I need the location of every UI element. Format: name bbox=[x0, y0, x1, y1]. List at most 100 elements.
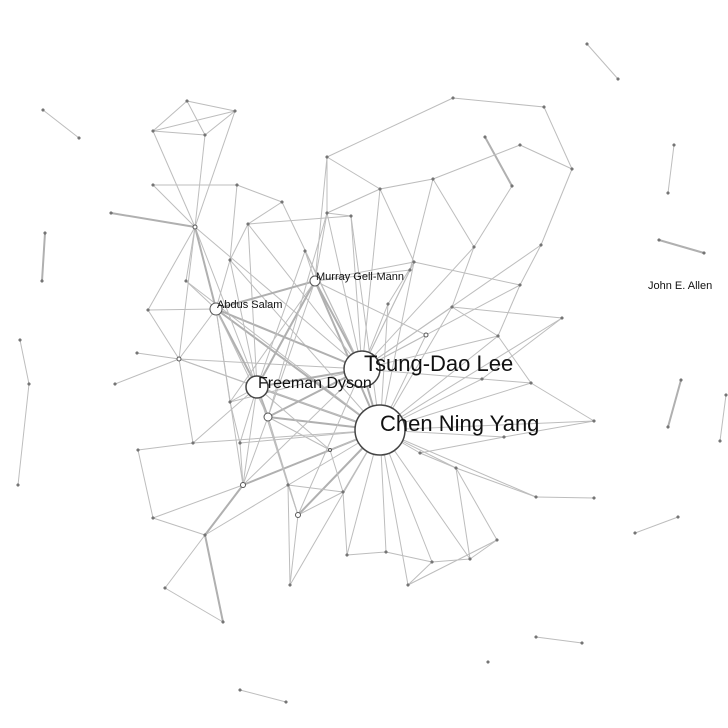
node-f4[interactable] bbox=[592, 496, 596, 500]
node-a4[interactable] bbox=[203, 133, 207, 137]
node-v1[interactable] bbox=[486, 660, 490, 664]
node-u1[interactable] bbox=[18, 338, 22, 342]
node-o2[interactable] bbox=[676, 515, 680, 519]
node-s1[interactable] bbox=[585, 42, 589, 46]
node-e1[interactable] bbox=[412, 260, 416, 264]
node-l2[interactable] bbox=[679, 378, 683, 382]
node-g1[interactable] bbox=[345, 553, 349, 557]
node-g2[interactable] bbox=[288, 583, 292, 587]
node-d7[interactable] bbox=[510, 184, 514, 188]
node-d6[interactable] bbox=[431, 177, 435, 181]
node-salam[interactable] bbox=[209, 302, 223, 316]
label-chen-ning-yang[interactable]: Chen Ning Yang bbox=[380, 411, 539, 436]
node-g7[interactable] bbox=[238, 441, 242, 445]
node-a1[interactable] bbox=[185, 99, 189, 103]
node-c5[interactable] bbox=[303, 249, 307, 253]
label-freeman-dyson[interactable]: Freeman Dyson bbox=[258, 375, 372, 392]
node-d2[interactable] bbox=[542, 105, 546, 109]
node-d4[interactable] bbox=[518, 143, 522, 147]
node-q1[interactable] bbox=[534, 635, 538, 639]
node-e8[interactable] bbox=[592, 419, 596, 423]
node-e7[interactable] bbox=[529, 381, 533, 385]
node-dyson[interactable] bbox=[245, 375, 269, 399]
node-a3[interactable] bbox=[151, 129, 155, 133]
node-f8[interactable] bbox=[495, 538, 499, 542]
node-g8[interactable] bbox=[163, 586, 167, 590]
node-f2[interactable] bbox=[454, 466, 458, 470]
node-c1[interactable] bbox=[378, 187, 382, 191]
node-gell[interactable] bbox=[309, 275, 321, 287]
node-g4[interactable] bbox=[151, 516, 155, 520]
node-h1[interactable] bbox=[263, 412, 273, 422]
node-p2[interactable] bbox=[284, 700, 288, 704]
node-t1[interactable] bbox=[672, 143, 676, 147]
node-c2[interactable] bbox=[325, 155, 329, 159]
node-h7[interactable] bbox=[328, 448, 332, 452]
node-h9[interactable] bbox=[113, 382, 117, 386]
node-e9[interactable] bbox=[502, 435, 506, 439]
node-i2[interactable] bbox=[228, 400, 232, 404]
node-e5[interactable] bbox=[560, 316, 564, 320]
node-e4[interactable] bbox=[496, 334, 500, 338]
node-chen[interactable] bbox=[354, 404, 406, 456]
node-h4[interactable] bbox=[176, 356, 182, 362]
node-k2[interactable] bbox=[702, 251, 706, 255]
node-c9[interactable] bbox=[184, 279, 188, 283]
node-h8[interactable] bbox=[135, 351, 139, 355]
node-n1[interactable] bbox=[16, 483, 20, 487]
node-r2[interactable] bbox=[77, 136, 81, 140]
node-g3[interactable] bbox=[203, 533, 207, 537]
node-c7[interactable] bbox=[246, 222, 250, 226]
node-a2[interactable] bbox=[233, 109, 237, 113]
node-f3[interactable] bbox=[534, 495, 538, 499]
node-d3[interactable] bbox=[483, 135, 487, 139]
node-f5[interactable] bbox=[468, 557, 472, 561]
node-d1[interactable] bbox=[451, 96, 455, 100]
node-e2[interactable] bbox=[450, 305, 454, 309]
node-h6[interactable] bbox=[423, 332, 429, 338]
node-i4[interactable] bbox=[286, 483, 290, 487]
node-g6[interactable] bbox=[191, 441, 195, 445]
node-h3[interactable] bbox=[295, 512, 301, 518]
node-p1[interactable] bbox=[238, 688, 242, 692]
node-d8[interactable] bbox=[539, 243, 543, 247]
node-e3[interactable] bbox=[518, 283, 522, 287]
node-i1[interactable] bbox=[146, 308, 150, 312]
node-f7[interactable] bbox=[406, 583, 410, 587]
node-b3[interactable] bbox=[109, 211, 113, 215]
node-o1[interactable] bbox=[633, 531, 637, 535]
node-r1[interactable] bbox=[41, 108, 45, 112]
node-c8[interactable] bbox=[228, 258, 232, 262]
node-m1[interactable] bbox=[718, 439, 722, 443]
node-f1[interactable] bbox=[418, 451, 422, 455]
node-d9[interactable] bbox=[472, 245, 476, 249]
node-c6[interactable] bbox=[280, 200, 284, 204]
node-c4[interactable] bbox=[349, 214, 353, 218]
node-m2[interactable] bbox=[724, 393, 728, 397]
node-k1[interactable] bbox=[657, 238, 661, 242]
label-abdus-salam[interactable]: Abdus Salam bbox=[217, 299, 282, 311]
node-g5[interactable] bbox=[136, 448, 140, 452]
node-h5[interactable] bbox=[192, 224, 198, 230]
node-q2[interactable] bbox=[580, 641, 584, 645]
node-f6[interactable] bbox=[430, 560, 434, 564]
node-b1[interactable] bbox=[151, 183, 155, 187]
node-d5[interactable] bbox=[570, 167, 574, 171]
node-lee[interactable] bbox=[343, 350, 381, 388]
node-j2[interactable] bbox=[40, 279, 44, 283]
label-tsung-dao-lee[interactable]: Tsung-Dao Lee bbox=[364, 351, 513, 376]
node-l1[interactable] bbox=[666, 425, 670, 429]
node-i6[interactable] bbox=[408, 268, 412, 272]
node-t2[interactable] bbox=[666, 191, 670, 195]
node-j1[interactable] bbox=[43, 231, 47, 235]
label-murray-gell-mann[interactable]: Murray Gell-Mann bbox=[316, 271, 404, 283]
node-c3[interactable] bbox=[325, 211, 329, 215]
node-i3[interactable] bbox=[341, 490, 345, 494]
node-s2[interactable] bbox=[616, 77, 620, 81]
node-h2[interactable] bbox=[240, 482, 246, 488]
node-g9[interactable] bbox=[221, 620, 225, 624]
node-f9[interactable] bbox=[384, 550, 388, 554]
node-i5[interactable] bbox=[386, 302, 390, 306]
node-u2[interactable] bbox=[27, 382, 31, 386]
label-john-e-allen[interactable]: John E. Allen bbox=[648, 280, 712, 292]
